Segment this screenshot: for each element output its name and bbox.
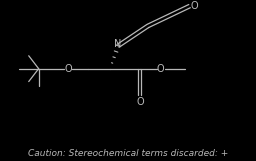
- Text: O: O: [136, 97, 144, 107]
- Text: N: N: [114, 39, 122, 49]
- Text: O: O: [65, 64, 72, 74]
- Text: O: O: [157, 64, 165, 74]
- Text: O: O: [191, 1, 198, 11]
- Text: Caution: Stereochemical terms discarded: +: Caution: Stereochemical terms discarded:…: [28, 149, 228, 158]
